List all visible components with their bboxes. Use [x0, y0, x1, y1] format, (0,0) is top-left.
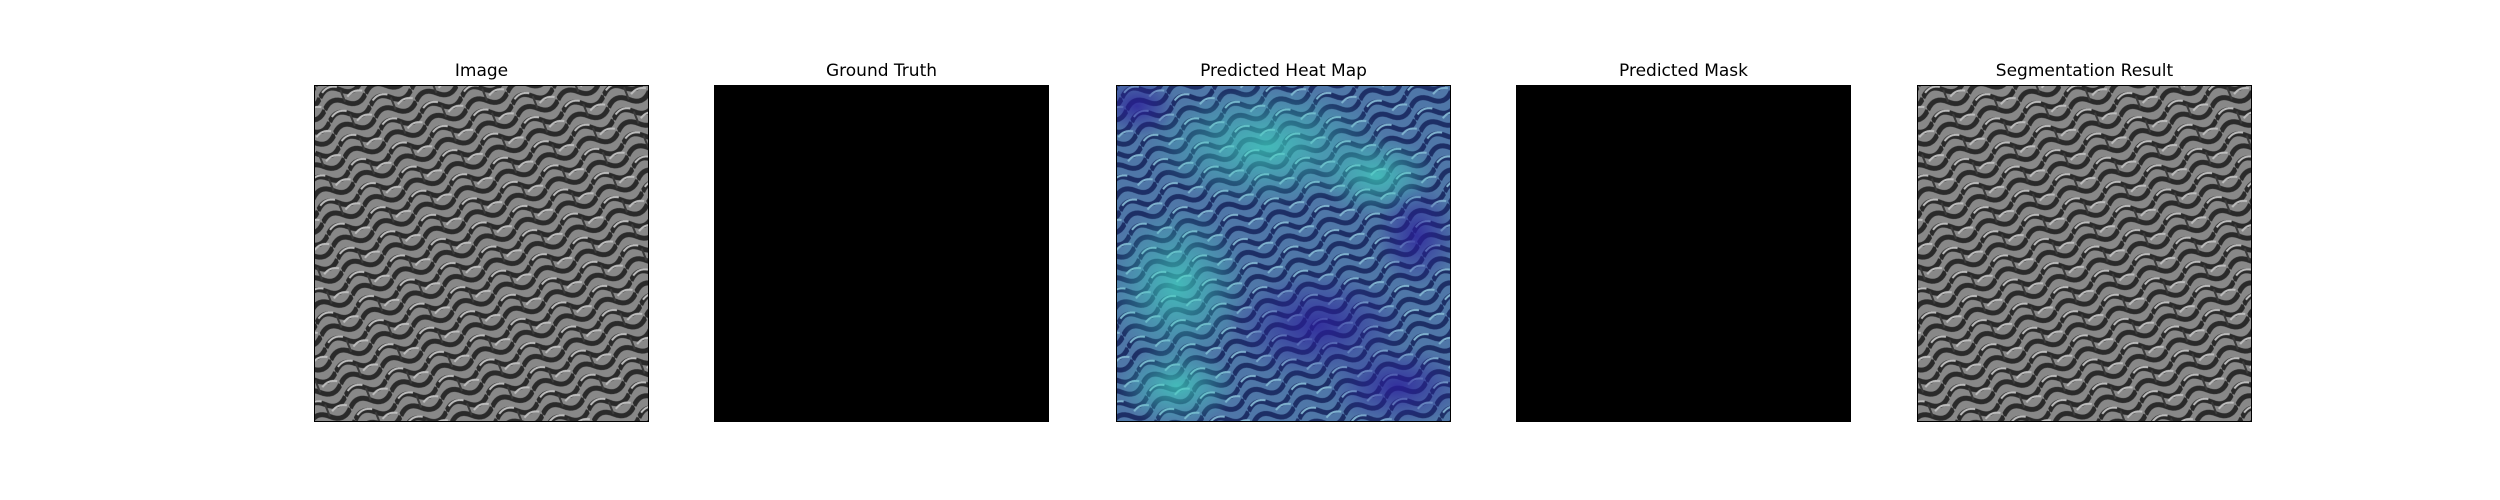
ground-truth-frame [714, 85, 1049, 422]
panel-image: Image [314, 0, 649, 500]
predicted-mask-frame [1516, 85, 1851, 422]
panel-predicted-mask: Predicted Mask [1516, 0, 1851, 500]
fabric-image [315, 86, 648, 421]
panel-title-predicted-heat-map: Predicted Heat Map [1200, 61, 1367, 81]
predicted-mask [1517, 86, 1850, 421]
panel-ground-truth: Ground Truth [714, 0, 1049, 500]
ground-truth-mask [715, 86, 1048, 421]
heat-map-frame [1116, 85, 1451, 422]
panel-segmentation-result: Segmentation Result [1917, 0, 2252, 500]
panel-title-image: Image [454, 61, 509, 81]
segmentation-image [1918, 86, 2251, 421]
panel-title-predicted-mask: Predicted Mask [1619, 61, 1748, 81]
image-frame [314, 85, 649, 422]
panel-title-segmentation-result: Segmentation Result [1995, 61, 2174, 81]
segmentation-frame [1917, 85, 2252, 422]
panel-predicted-heat-map: Predicted Heat Map [1116, 0, 1451, 500]
panel-title-ground-truth: Ground Truth [825, 61, 938, 81]
heat-map-overlay [1117, 86, 1450, 421]
